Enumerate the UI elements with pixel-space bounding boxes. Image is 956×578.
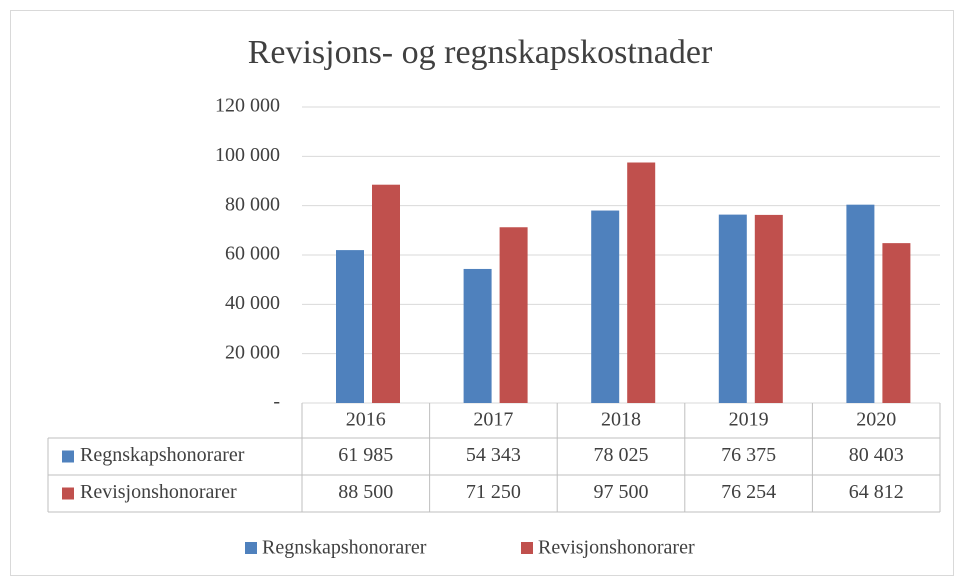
table-cell: 71 250 xyxy=(466,481,521,503)
chart-title: Revisjons- og regnskapskostnader xyxy=(248,34,713,71)
table-cell: 88 500 xyxy=(338,481,393,503)
bar xyxy=(372,184,400,403)
x-tick-label: 2020 xyxy=(856,409,896,431)
table-cell: 61 985 xyxy=(338,444,393,466)
table-cell: 54 343 xyxy=(466,444,521,466)
bar xyxy=(754,214,783,403)
bar xyxy=(463,268,492,403)
table-cell: 64 812 xyxy=(849,481,904,503)
bar xyxy=(336,250,364,403)
table-row-label: Revisjonshonorarer xyxy=(80,481,237,503)
x-tick-label: 2018 xyxy=(601,409,641,431)
bar xyxy=(718,214,747,403)
bar xyxy=(846,204,875,403)
x-tick-label: 2016 xyxy=(346,409,386,431)
table-cell: 80 403 xyxy=(849,444,904,466)
y-tick-label: 60 000 xyxy=(225,243,280,265)
y-tick-label: 100 000 xyxy=(215,144,280,166)
bar xyxy=(627,162,656,403)
legend-key xyxy=(245,542,257,554)
table-cell: 97 500 xyxy=(594,481,649,503)
x-tick-label: 2017 xyxy=(473,409,513,431)
bar xyxy=(882,243,911,403)
legend-label: Revisjonshonorarer xyxy=(538,537,695,559)
y-tick-label: 120 000 xyxy=(215,95,280,117)
x-tick-label: 2019 xyxy=(729,409,769,431)
table-cell: 76 375 xyxy=(721,444,776,466)
y-tick-label: 20 000 xyxy=(225,341,280,363)
table-legend-key xyxy=(62,450,74,463)
y-tick-label: - xyxy=(273,391,280,413)
bar xyxy=(591,210,620,403)
y-tick-label: 80 000 xyxy=(225,193,280,215)
y-tick-label: 40 000 xyxy=(225,292,280,314)
table-cell: 76 254 xyxy=(721,481,776,503)
table-cell: 78 025 xyxy=(594,444,649,466)
legend-key xyxy=(521,542,533,554)
table-row-label: Regnskapshonorarer xyxy=(80,444,245,466)
table-legend-key xyxy=(62,487,74,500)
bar xyxy=(499,227,528,403)
legend-label: Regnskapshonorarer xyxy=(262,537,427,559)
